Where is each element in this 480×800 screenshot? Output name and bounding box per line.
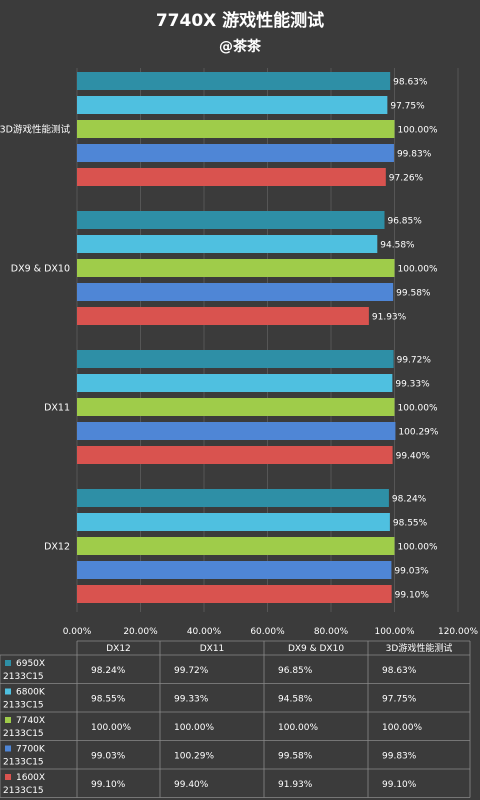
x-tick-label-2: 40.00%: [187, 627, 222, 637]
x-tick-label-5: 100.00%: [374, 627, 414, 637]
chart-title: 7740X 游戏性能测试: [156, 10, 324, 31]
x-tick-label-0: 0.00%: [63, 627, 92, 637]
table-cell-3-1: 100.29%: [174, 752, 214, 762]
category-label-0: 3D游戏性能测试: [0, 124, 70, 136]
category-label-2: DX11: [44, 403, 70, 414]
data-label-3-4: 99.10%: [395, 591, 430, 601]
table-cell-3-2: 99.58%: [278, 752, 313, 762]
x-tick-label-3: 60.00%: [250, 627, 285, 637]
table-cell-0-1: 99.72%: [174, 666, 209, 676]
bar-3-4: [77, 585, 392, 603]
data-label-1-4: 91.93%: [372, 313, 407, 323]
table-cell-0-0: 98.24%: [91, 666, 126, 676]
legend-sublabel-3: 2133C15: [3, 758, 44, 768]
data-label-1-3: 99.58%: [396, 289, 431, 299]
table-cell-2-0: 100.00%: [91, 723, 131, 733]
bar-1-0: [77, 211, 385, 229]
category-label-3: DX12: [44, 542, 70, 553]
data-label-3-1: 98.55%: [393, 519, 428, 529]
table-cell-4-0: 99.10%: [91, 780, 126, 790]
table-cell-4-3: 99.10%: [382, 780, 417, 790]
bar-1-3: [77, 283, 394, 301]
legend-label-3: 7700K: [16, 745, 46, 755]
legend-swatch-0: [5, 660, 11, 666]
table-cell-0-3: 98.63%: [382, 666, 417, 676]
bar-3-3: [77, 561, 392, 579]
data-label-2-0: 99.72%: [397, 356, 432, 366]
bar-1-2: [77, 259, 395, 277]
bar-3-1: [77, 513, 390, 531]
table-cell-3-0: 99.03%: [91, 752, 126, 762]
legend-label-4: 1600X: [16, 773, 45, 783]
bar-2-4: [77, 446, 393, 464]
bar-0-3: [77, 144, 394, 162]
table-header-0: DX12: [106, 644, 131, 654]
legend-sublabel-1: 2133C15: [3, 701, 44, 711]
data-label-2-4: 99.40%: [396, 452, 431, 462]
table-cell-0-2: 96.85%: [278, 666, 313, 676]
x-tick-label-4: 80.00%: [314, 627, 349, 637]
data-label-3-2: 100.00%: [398, 543, 438, 553]
data-label-1-0: 96.85%: [387, 217, 422, 227]
data-label-0-4: 97.26%: [389, 174, 424, 184]
bar-0-4: [77, 168, 386, 186]
bar-2-2: [77, 398, 395, 416]
data-label-3-0: 98.24%: [392, 495, 427, 505]
data-label-2-2: 100.00%: [398, 404, 438, 414]
data-label-1-1: 94.58%: [380, 241, 415, 251]
table-cell-1-0: 98.55%: [91, 695, 126, 705]
legend-swatch-4: [5, 774, 11, 780]
bar-0-0: [77, 72, 391, 90]
table-cell-2-3: 100.00%: [382, 723, 422, 733]
legend-label-2: 7740X: [16, 716, 45, 726]
legend-sublabel-2: 2133C15: [3, 729, 44, 739]
legend-label-0: 6950X: [16, 659, 45, 669]
data-label-0-1: 97.75%: [390, 102, 425, 112]
legend-swatch-1: [5, 688, 11, 695]
bar-2-0: [77, 350, 394, 368]
data-label-3-3: 99.03%: [394, 567, 429, 577]
legend-swatch-2: [5, 717, 11, 723]
data-label-0-3: 99.83%: [397, 150, 432, 160]
chart-subtitle: @茶茶: [219, 38, 262, 55]
table-cell-1-1: 99.33%: [174, 695, 209, 705]
table-cell-3-3: 99.83%: [382, 752, 417, 762]
bar-2-3: [77, 422, 396, 440]
legend-swatch-3: [5, 745, 11, 752]
data-label-2-3: 100.29%: [398, 428, 438, 438]
data-label-0-2: 100.00%: [398, 126, 438, 136]
table-header-2: DX9 & DX10: [288, 644, 344, 654]
data-table: DX12 DX11 DX9 & DX10 3D游戏性能测试 6950X 2133C15 98…: [0, 640, 471, 798]
bar-3-0: [77, 489, 389, 507]
data-label-1-2: 100.00%: [398, 265, 438, 275]
table-header-1: DX11: [200, 644, 225, 654]
data-label-0-0: 98.63%: [393, 78, 428, 88]
bar-0-1: [77, 96, 388, 114]
table-cell-2-2: 100.00%: [278, 723, 318, 733]
bar-1-1: [77, 235, 378, 253]
table-cell-2-1: 100.00%: [174, 723, 214, 733]
data-label-2-1: 99.33%: [395, 380, 430, 390]
table-cell-4-1: 99.40%: [174, 780, 209, 790]
legend-label-1: 6800K: [16, 688, 46, 698]
x-tick-label-6: 120.00%: [438, 627, 478, 637]
table-cell-4-2: 91.93%: [278, 780, 313, 790]
table-header-3: 3D游戏性能测试: [386, 642, 453, 654]
bar-3-2: [77, 537, 395, 555]
legend-sublabel-0: 2133C15: [3, 672, 44, 682]
x-tick-label-1: 20.00%: [123, 627, 158, 637]
plot-area: 98.63% 97.75% 100.00% 99.83% 97.26% 3D游戏性能测试 9…: [0, 68, 478, 637]
table-cell-1-2: 94.58%: [278, 695, 313, 705]
bar-1-4: [77, 307, 369, 325]
category-label-1: DX9 & DX10: [11, 264, 70, 275]
legend-sublabel-4: 2133C15: [3, 786, 44, 796]
bar-0-2: [77, 120, 395, 138]
table-cell-1-3: 97.75%: [382, 695, 417, 705]
bar-2-1: [77, 374, 393, 392]
